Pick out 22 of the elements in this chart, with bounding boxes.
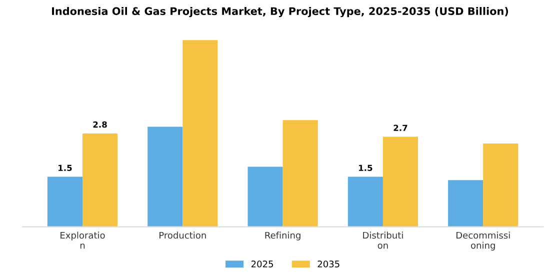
- legend-label: 2035: [318, 260, 340, 268]
- x-tick-label: Decommissioning: [456, 232, 510, 251]
- data-label: 1.5: [58, 164, 72, 172]
- bar: [348, 176, 383, 227]
- bar: [382, 136, 418, 227]
- bar: [483, 143, 518, 227]
- bar: [82, 133, 118, 227]
- bar: [47, 176, 82, 227]
- bar: [148, 126, 183, 227]
- x-tick-label: Production: [160, 232, 206, 239]
- x-tick-label: Exploration: [60, 232, 105, 249]
- data-label: 2.7: [394, 124, 408, 131]
- bar: [282, 120, 318, 227]
- bar: [448, 180, 484, 227]
- x-tick-label: Distribution: [363, 232, 403, 249]
- chart-title: Indonesia Oil & Gas Projects Market, By Project Type, 2025-2035 (USD Billion): [52, 7, 508, 18]
- bar: [182, 40, 218, 227]
- bar: [248, 166, 283, 227]
- legend-label: 2025: [251, 260, 273, 268]
- data-label: 2.8: [93, 121, 107, 128]
- x-tick-label: Refining: [265, 232, 300, 240]
- data-label: 1.5: [358, 164, 372, 172]
